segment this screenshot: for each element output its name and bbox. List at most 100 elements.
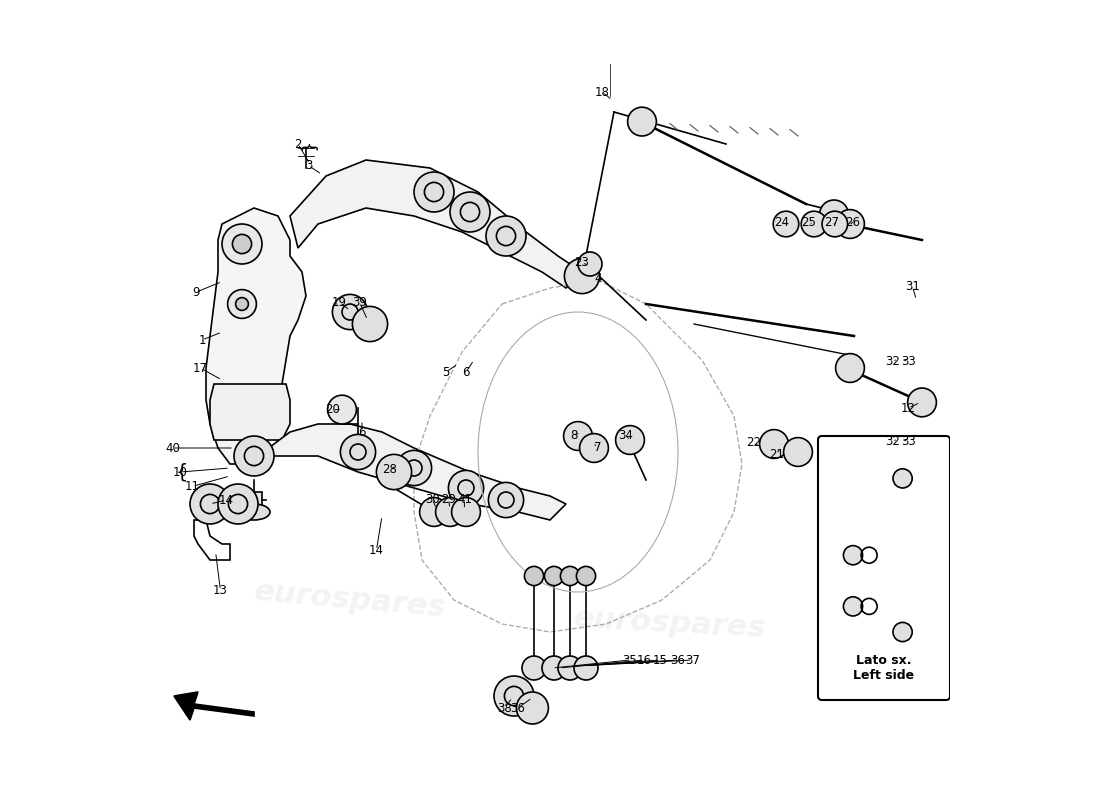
Circle shape <box>222 224 262 264</box>
Circle shape <box>436 498 464 526</box>
Circle shape <box>232 234 252 254</box>
Text: 1: 1 <box>198 334 206 346</box>
Circle shape <box>449 470 484 506</box>
Text: 5: 5 <box>442 366 450 378</box>
Circle shape <box>396 450 431 486</box>
Text: 38: 38 <box>497 702 512 714</box>
Circle shape <box>760 430 789 458</box>
Text: 28: 28 <box>383 463 397 476</box>
Circle shape <box>542 656 566 680</box>
Circle shape <box>836 354 865 382</box>
Text: {: { <box>297 142 315 154</box>
Circle shape <box>578 252 602 276</box>
Text: 40: 40 <box>165 442 179 454</box>
Circle shape <box>893 622 912 642</box>
Circle shape <box>908 388 936 417</box>
Text: {: { <box>176 462 188 482</box>
Circle shape <box>783 438 813 466</box>
Circle shape <box>560 566 580 586</box>
Circle shape <box>332 294 367 330</box>
Circle shape <box>235 298 249 310</box>
Text: 23: 23 <box>574 256 590 269</box>
Circle shape <box>488 482 524 518</box>
Circle shape <box>822 211 848 237</box>
Text: 8: 8 <box>570 429 578 442</box>
Circle shape <box>576 566 595 586</box>
Circle shape <box>616 426 645 454</box>
Text: 26: 26 <box>845 216 860 229</box>
Circle shape <box>328 395 356 424</box>
Text: 2: 2 <box>295 138 301 150</box>
Circle shape <box>190 484 230 524</box>
Circle shape <box>801 211 827 237</box>
Circle shape <box>844 597 862 616</box>
Circle shape <box>494 676 534 716</box>
Text: 11: 11 <box>185 480 200 493</box>
Circle shape <box>516 692 549 724</box>
Polygon shape <box>206 208 306 464</box>
Circle shape <box>486 216 526 256</box>
Circle shape <box>522 656 546 680</box>
Text: 14: 14 <box>219 494 233 506</box>
Text: 36: 36 <box>671 654 685 666</box>
Text: 13: 13 <box>213 584 228 597</box>
Text: eurospares: eurospares <box>573 605 767 643</box>
Circle shape <box>844 546 862 565</box>
Polygon shape <box>290 160 582 288</box>
Circle shape <box>580 434 608 462</box>
Text: 31: 31 <box>905 280 920 293</box>
Text: Lato sx.
Left side: Lato sx. Left side <box>854 654 914 682</box>
Text: 14: 14 <box>368 544 384 557</box>
Polygon shape <box>174 692 254 720</box>
Text: 25: 25 <box>801 216 816 229</box>
Circle shape <box>376 454 411 490</box>
Polygon shape <box>194 492 262 516</box>
Text: 15: 15 <box>653 654 668 666</box>
Polygon shape <box>258 424 566 520</box>
Ellipse shape <box>238 504 270 520</box>
Text: 16: 16 <box>637 654 652 666</box>
Text: 7: 7 <box>594 441 602 454</box>
Circle shape <box>544 566 563 586</box>
Text: eurospares: eurospares <box>253 577 448 623</box>
Text: 35: 35 <box>623 654 637 666</box>
Circle shape <box>234 436 274 476</box>
Circle shape <box>452 498 481 526</box>
Circle shape <box>564 258 600 294</box>
Text: 32: 32 <box>886 355 900 368</box>
Text: 21: 21 <box>769 448 784 461</box>
Polygon shape <box>210 384 290 440</box>
Circle shape <box>558 656 582 680</box>
Text: 19: 19 <box>332 296 348 309</box>
Text: 17: 17 <box>192 362 208 374</box>
Circle shape <box>228 290 256 318</box>
Circle shape <box>340 434 375 470</box>
Text: 3: 3 <box>305 159 312 172</box>
Text: 24: 24 <box>774 216 790 229</box>
Text: 6: 6 <box>359 426 365 438</box>
Text: 33: 33 <box>901 435 916 448</box>
Text: 10: 10 <box>173 466 188 478</box>
Text: 12: 12 <box>901 402 916 414</box>
Circle shape <box>450 192 490 232</box>
Circle shape <box>773 211 799 237</box>
Circle shape <box>525 566 543 586</box>
Text: 20: 20 <box>324 403 340 416</box>
Text: 6: 6 <box>462 366 470 378</box>
Text: 4: 4 <box>594 272 602 285</box>
Text: 37: 37 <box>685 654 700 666</box>
Circle shape <box>820 200 848 229</box>
Text: 36: 36 <box>510 702 526 714</box>
Text: 27: 27 <box>824 216 839 229</box>
Circle shape <box>574 656 598 680</box>
Text: 30: 30 <box>425 493 440 506</box>
Text: 41: 41 <box>456 493 472 506</box>
Circle shape <box>419 498 449 526</box>
Text: 32: 32 <box>886 435 900 448</box>
Circle shape <box>836 210 865 238</box>
Text: 34: 34 <box>618 429 634 442</box>
Circle shape <box>893 469 912 488</box>
Text: 9: 9 <box>192 286 200 298</box>
Text: 29: 29 <box>441 493 455 506</box>
Circle shape <box>352 306 387 342</box>
